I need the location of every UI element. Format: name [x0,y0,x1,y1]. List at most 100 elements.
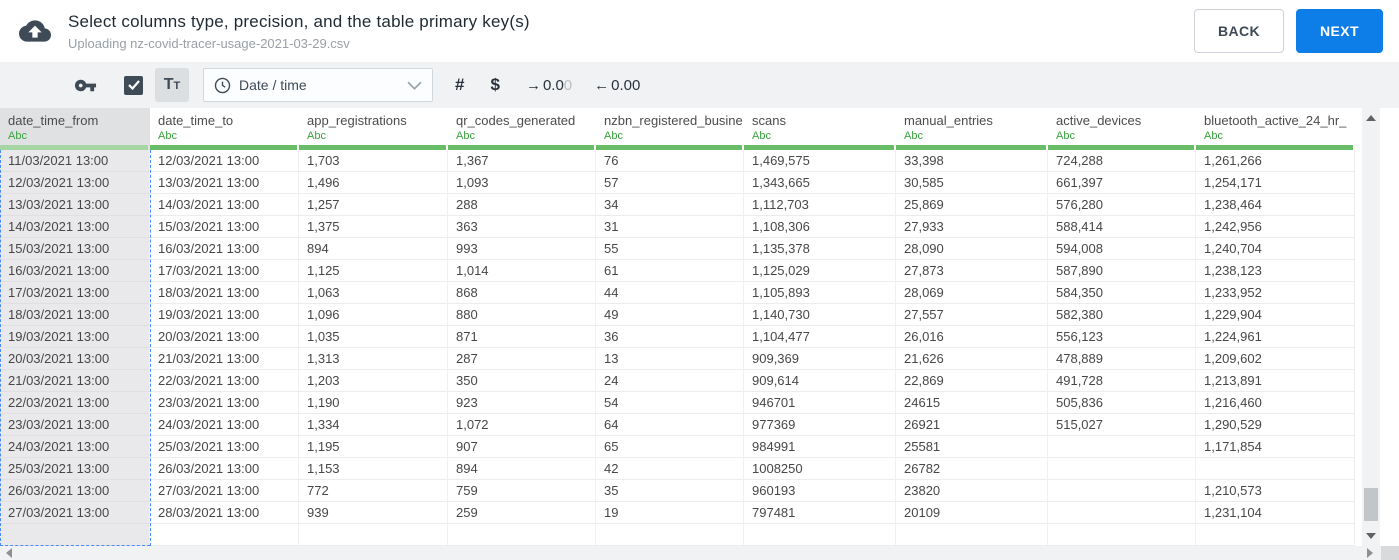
table-cell[interactable]: 25581 [896,436,1048,458]
table-cell[interactable]: 19 [596,502,744,524]
table-cell[interactable]: 960193 [744,480,896,502]
table-cell[interactable]: 582,380 [1048,304,1196,326]
column-header-bluetooth_active_24_hr_[interactable]: bluetooth_active_24_hr_ Abc [1196,108,1355,150]
table-cell[interactable]: 576,280 [1048,194,1196,216]
column-header-scans[interactable]: scans Abc [744,108,896,150]
table-cell[interactable]: 1,093 [448,172,596,194]
table-cell[interactable]: 1,125 [299,260,448,282]
table-cell[interactable]: 1,014 [448,260,596,282]
table-cell[interactable]: 27,557 [896,304,1048,326]
table-cell[interactable]: 909,369 [744,348,896,370]
table-cell[interactable]: 1,063 [299,282,448,304]
table-cell[interactable]: 26/03/2021 13:00 [150,458,299,480]
table-cell[interactable]: 14/03/2021 13:00 [0,216,150,238]
table-cell[interactable]: 909,614 [744,370,896,392]
table-cell[interactable]: 24 [596,370,744,392]
table-cell[interactable]: 1,203 [299,370,448,392]
table-cell[interactable]: 1,125,029 [744,260,896,282]
table-cell[interactable]: 23/03/2021 13:00 [0,414,150,436]
table-cell[interactable]: 12/03/2021 13:00 [150,150,299,172]
table-cell[interactable]: 18/03/2021 13:00 [150,282,299,304]
table-cell[interactable]: 26,016 [896,326,1048,348]
table-cell[interactable] [1196,524,1355,546]
table-cell[interactable]: 491,728 [1048,370,1196,392]
table-cell[interactable]: 1,233,952 [1196,282,1355,304]
scroll-up-arrow-icon[interactable] [1366,115,1376,121]
table-cell[interactable]: 25,869 [896,194,1048,216]
table-cell[interactable]: 1,112,703 [744,194,896,216]
horizontal-scrollbar[interactable] [0,546,1381,560]
table-cell[interactable] [150,524,299,546]
table-cell[interactable]: 1,375 [299,216,448,238]
table-cell[interactable]: 1,229,904 [1196,304,1355,326]
scroll-right-arrow-icon[interactable] [1367,548,1373,558]
column-header-date_time_from[interactable]: date_time_from Abc [0,108,150,150]
table-cell[interactable]: 993 [448,238,596,260]
table-cell[interactable]: 1,290,529 [1196,414,1355,436]
table-cell[interactable]: 1,703 [299,150,448,172]
table-cell[interactable]: 288 [448,194,596,216]
table-cell[interactable]: 27,873 [896,260,1048,282]
table-cell[interactable]: 17/03/2021 13:00 [0,282,150,304]
table-cell[interactable]: 19/03/2021 13:00 [150,304,299,326]
table-cell[interactable] [744,524,896,546]
table-cell[interactable]: 28,090 [896,238,1048,260]
column-header-qr_codes_generated[interactable]: qr_codes_generated Abc [448,108,596,150]
column-header-date_time_to[interactable]: date_time_to Abc [150,108,299,150]
table-cell[interactable]: 25/03/2021 13:00 [150,436,299,458]
table-cell[interactable]: 946701 [744,392,896,414]
table-cell[interactable]: 21/03/2021 13:00 [150,348,299,370]
boolean-type-checkbox[interactable] [124,75,143,95]
table-cell[interactable]: 14/03/2021 13:00 [150,194,299,216]
table-cell[interactable]: 797481 [744,502,896,524]
table-cell[interactable]: 30,585 [896,172,1048,194]
table-cell[interactable]: 871 [448,326,596,348]
table-cell[interactable] [0,524,150,546]
table-cell[interactable]: 26/03/2021 13:00 [0,480,150,502]
table-cell[interactable]: 33,398 [896,150,1048,172]
table-cell[interactable]: 25/03/2021 13:00 [0,458,150,480]
table-cell[interactable]: 44 [596,282,744,304]
table-cell[interactable]: 20109 [896,502,1048,524]
table-cell[interactable]: 1,195 [299,436,448,458]
column-header-app_registrations[interactable]: app_registrations Abc [299,108,448,150]
table-cell[interactable]: 16/03/2021 13:00 [0,260,150,282]
table-cell[interactable] [596,524,744,546]
table-cell[interactable]: 27,933 [896,216,1048,238]
table-cell[interactable]: 35 [596,480,744,502]
table-cell[interactable]: 20/03/2021 13:00 [0,348,150,370]
text-type-button[interactable]: Tt [155,68,189,102]
table-cell[interactable]: 880 [448,304,596,326]
table-cell[interactable]: 76 [596,150,744,172]
currency-type-button[interactable]: $ [490,75,500,94]
table-cell[interactable]: 1,334 [299,414,448,436]
table-cell[interactable]: 1,213,891 [1196,370,1355,392]
table-cell[interactable]: 1,238,464 [1196,194,1355,216]
table-cell[interactable]: 505,836 [1048,392,1196,414]
table-cell[interactable]: 27/03/2021 13:00 [0,502,150,524]
table-cell[interactable]: 1,153 [299,458,448,480]
table-cell[interactable]: 13/03/2021 13:00 [0,194,150,216]
table-cell[interactable]: 1,257 [299,194,448,216]
table-cell[interactable]: 36 [596,326,744,348]
table-cell[interactable]: 28/03/2021 13:00 [150,502,299,524]
table-cell[interactable]: 587,890 [1048,260,1196,282]
table-cell[interactable]: 1,231,104 [1196,502,1355,524]
number-type-button[interactable]: # [455,75,465,94]
table-cell[interactable]: 1,469,575 [744,150,896,172]
table-cell[interactable]: 20/03/2021 13:00 [150,326,299,348]
table-cell[interactable]: 1,254,171 [1196,172,1355,194]
table-cell[interactable]: 24/03/2021 13:00 [150,414,299,436]
table-cell[interactable]: 22/03/2021 13:00 [0,392,150,414]
vertical-scrollbar[interactable] [1362,108,1380,546]
table-cell[interactable] [1196,458,1355,480]
table-cell[interactable]: 16/03/2021 13:00 [150,238,299,260]
table-cell[interactable]: 478,889 [1048,348,1196,370]
table-cell[interactable]: 11/03/2021 13:00 [0,150,150,172]
table-cell[interactable]: 907 [448,436,596,458]
table-cell[interactable]: 1,104,477 [744,326,896,348]
table-cell[interactable]: 55 [596,238,744,260]
table-cell[interactable]: 588,414 [1048,216,1196,238]
table-cell[interactable]: 26921 [896,414,1048,436]
table-cell[interactable]: 1,496 [299,172,448,194]
